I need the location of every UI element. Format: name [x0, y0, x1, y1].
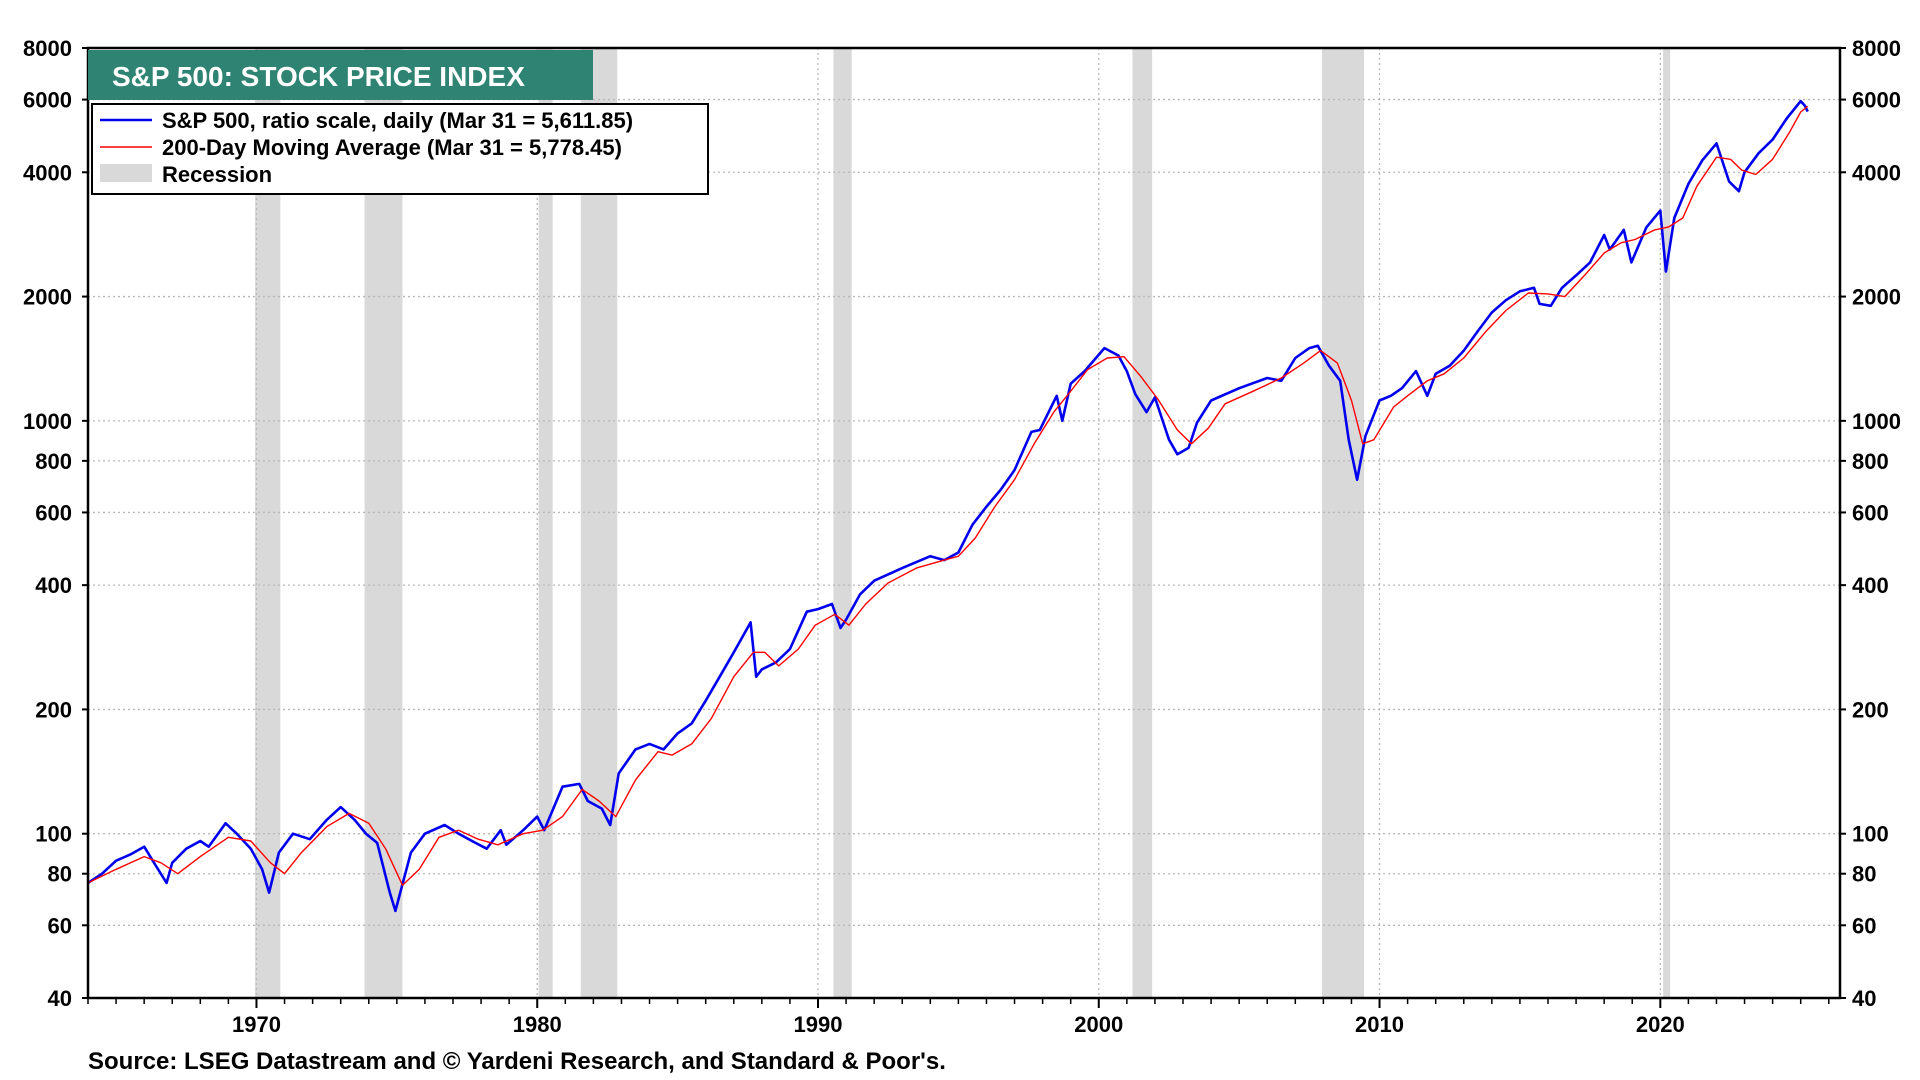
chart-title: S&P 500: STOCK PRICE INDEX [112, 61, 525, 92]
y-tick-label-left: 40 [48, 986, 72, 1011]
x-tick-label: 1980 [513, 1012, 562, 1037]
y-tick-label-left: 6000 [23, 88, 72, 113]
y-tick-label-right: 100 [1852, 822, 1889, 847]
x-tick-label: 1970 [232, 1012, 281, 1037]
y-tick-label-right: 60 [1852, 913, 1876, 938]
y-tick-label-left: 1000 [23, 409, 72, 434]
y-tick-label-left: 100 [35, 822, 72, 847]
y-tick-label-right: 80 [1852, 862, 1876, 887]
title-box [88, 50, 593, 100]
y-tick-label-right: 8000 [1852, 36, 1901, 61]
x-tick-label: 2000 [1074, 1012, 1123, 1037]
y-tick-label-left: 8000 [23, 36, 72, 61]
legend: S&P 500, ratio scale, daily (Mar 31 = 5,… [91, 103, 709, 195]
y-tick-label-right: 2000 [1852, 285, 1901, 310]
grid-lines [88, 48, 1840, 998]
series-lines [87, 99, 1809, 913]
legend-label-sp500: S&P 500, ratio scale, daily (Mar 31 = 5,… [162, 108, 633, 133]
y-tick-label-right: 4000 [1852, 160, 1901, 185]
y-tick-label-left: 80 [48, 862, 72, 887]
x-tick-label: 2010 [1355, 1012, 1404, 1037]
recession-band [580, 48, 618, 998]
axes: 40 40 60 60 80 80 100 100 200 200 400 400 600 600 800 8… [23, 36, 1901, 1037]
recession-band [255, 48, 281, 998]
x-tick-label: 2020 [1636, 1012, 1685, 1037]
moving-average-line [87, 105, 1809, 886]
y-tick-label-left: 600 [35, 500, 72, 525]
y-tick-label-right: 800 [1852, 449, 1889, 474]
y-tick-label-right: 6000 [1852, 88, 1901, 113]
legend-label-moving-average: 200-Day Moving Average (Mar 31 = 5,778.4… [162, 135, 622, 160]
y-tick-label-right: 1000 [1852, 409, 1901, 434]
y-tick-label-left: 800 [35, 449, 72, 474]
y-tick-label-left: 200 [35, 697, 72, 722]
x-tick-label: 1990 [794, 1012, 843, 1037]
y-tick-label-left: 2000 [23, 285, 72, 310]
recession-band [833, 48, 852, 998]
sp500-line [87, 99, 1809, 913]
y-tick-label-right: 600 [1852, 500, 1889, 525]
recession-band [1663, 48, 1671, 998]
y-tick-label-left: 60 [48, 913, 72, 938]
recession-band [1321, 48, 1365, 998]
y-tick-label-left: 400 [35, 573, 72, 598]
recession-band [1132, 48, 1153, 998]
legend-label-recession: Recession [162, 162, 272, 187]
y-tick-label-right: 40 [1852, 986, 1876, 1011]
legend-swatch-recession [100, 164, 152, 182]
recession-band [538, 48, 553, 998]
y-tick-label-left: 4000 [23, 160, 72, 185]
source-note: Source: LSEG Datastream and © Yardeni Re… [88, 1048, 946, 1075]
y-tick-label-right: 200 [1852, 697, 1889, 722]
recession-band [364, 48, 403, 998]
recession-bands [255, 48, 1671, 998]
legend-box [91, 103, 709, 195]
y-tick-label-right: 400 [1852, 573, 1889, 598]
plot-frame [86, 46, 1842, 1000]
